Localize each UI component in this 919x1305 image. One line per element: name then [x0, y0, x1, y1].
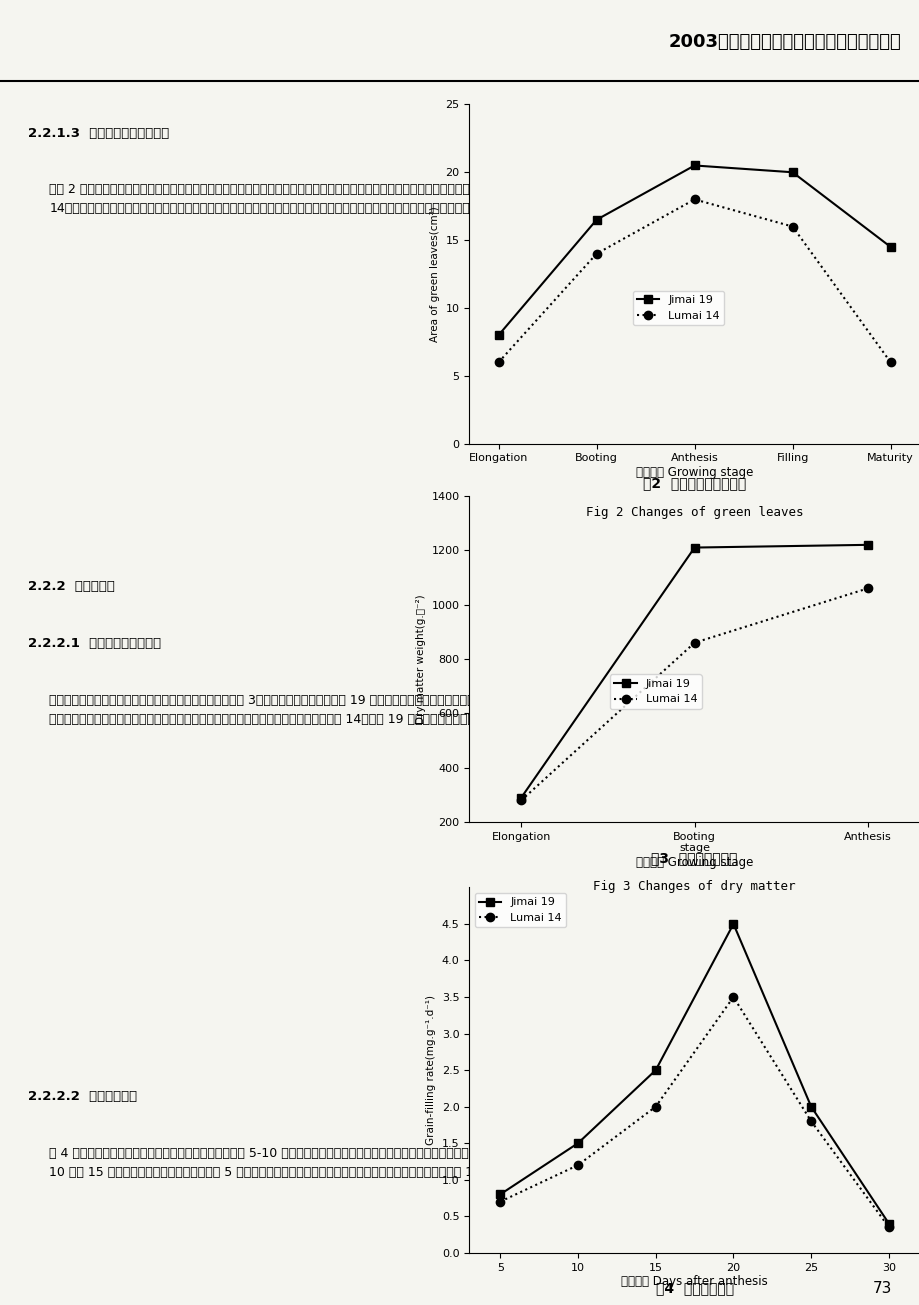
X-axis label: 花后天数 Days after anthesis: 花后天数 Days after anthesis	[620, 1275, 767, 1288]
Lumai 14	[882, 1219, 893, 1235]
Jimai 19	[494, 1186, 505, 1202]
Jimai 19	[882, 1216, 893, 1232]
Jimai 19	[516, 790, 527, 805]
Line: Lumai 14: Lumai 14	[494, 196, 894, 367]
Y-axis label: Area of green leaves(cm²): Area of green leaves(cm²)	[429, 206, 439, 342]
Text: 2.2.2.1  地上干物质积累动态: 2.2.2.1 地上干物质积累动态	[28, 637, 161, 650]
X-axis label: 生育时期 Growing stage: 生育时期 Growing stage	[635, 856, 753, 869]
Line: Jimai 19: Jimai 19	[495, 920, 892, 1228]
Lumai 14	[516, 792, 527, 808]
Y-axis label: Grain-filling rate(mg.g⁻¹.d⁻¹): Grain-filling rate(mg.g⁻¹.d⁻¹)	[425, 996, 436, 1144]
Line: Lumai 14: Lumai 14	[495, 993, 892, 1232]
Text: 2.2.2  干物质积累: 2.2.2 干物质积累	[28, 581, 114, 594]
Lumai 14	[590, 245, 601, 261]
Lumai 14	[787, 219, 798, 235]
Lumai 14	[727, 989, 738, 1005]
Jimai 19	[493, 328, 504, 343]
Lumai 14	[493, 355, 504, 371]
Lumai 14	[650, 1099, 661, 1114]
Lumai 14	[572, 1158, 583, 1173]
Legend: Jimai 19, Lumai 14: Jimai 19, Lumai 14	[609, 675, 701, 709]
Jimai 19	[650, 1062, 661, 1078]
Jimai 19	[884, 239, 895, 254]
Lumai 14	[805, 1113, 816, 1129]
Jimai 19	[787, 164, 798, 180]
X-axis label: 生育时期 Growing stage: 生育时期 Growing stage	[635, 466, 753, 479]
Y-axis label: Dry matter weight(g.㎡⁻²): Dry matter weight(g.㎡⁻²)	[415, 594, 425, 724]
Lumai 14	[688, 634, 699, 650]
Legend: Jimai 19, Lumai 14: Jimai 19, Lumai 14	[474, 893, 566, 928]
Jimai 19	[727, 916, 738, 932]
Jimai 19	[688, 540, 699, 556]
Jimai 19	[805, 1099, 816, 1114]
Lumai 14	[494, 1194, 505, 1210]
Text: 图2  群体绿叶面积的变化: 图2 群体绿叶面积的变化	[642, 476, 745, 491]
Lumai 14	[688, 192, 699, 207]
Text: Fig 3 Changes of dry matter: Fig 3 Changes of dry matter	[593, 880, 795, 893]
Text: 2003年全国作物遗传育种学术研讨会论文集: 2003年全国作物遗传育种学术研讨会论文集	[668, 34, 901, 51]
Text: 2.2.1.3  群体绿叶面积发展动态: 2.2.1.3 群体绿叶面积发展动态	[28, 127, 169, 140]
Text: 73: 73	[872, 1282, 891, 1296]
Legend: Jimai 19, Lumai 14: Jimai 19, Lumai 14	[632, 291, 723, 325]
Line: Jimai 19: Jimai 19	[516, 540, 871, 801]
Lumai 14	[884, 355, 895, 371]
Text: 图 4 表明两品种的籽粒灌浆速率基本呈正态分布，开花后 5-10 天籽粒灌浆速率较低，属籽粒形成阶段，之后，灌浆速率急剧上升，花后 20 天籽粒灌浆速率达高峰，: 图 4 表明两品种的籽粒灌浆速率基本呈正态分布，开花后 5-10 天籽粒灌浆速率…	[50, 1147, 908, 1180]
Text: Fig 2 Changes of green leaves: Fig 2 Changes of green leaves	[585, 506, 802, 519]
Lumai 14	[861, 581, 872, 596]
Jimai 19	[688, 158, 699, 174]
Text: 对拔节至开花期单位面积干物质积累动态变化进行分析（图 3）看出，拔节至挑旗期济麦 19 单位面积干物质积累量急剧增加，面对照鲁发 14 相对较慢。至挑旗期两品种: 对拔节至开花期单位面积干物质积累动态变化进行分析（图 3）看出，拔节至挑旗期济麦…	[50, 694, 905, 726]
Jimai 19	[572, 1135, 583, 1151]
Jimai 19	[861, 536, 872, 552]
Text: 由图 2 可以看山，拔节后群体绿叶叶面积的变化是先上升，到挑旗期至开花期达最大，成熟期开始下降。不同粒叶比群体的绿叶面积变化动态不同。济麦 19 的绿叶面积在整: 由图 2 可以看山，拔节后群体绿叶叶面积的变化是先上升，到挑旗期至开花期达最大，…	[50, 184, 859, 215]
Text: 图3  干物质积累动态: 图3 干物质积累动态	[651, 851, 737, 865]
Text: 2.2.2.2  籽粒灌浆动态: 2.2.2.2 籽粒灌浆动态	[28, 1091, 137, 1104]
Line: Jimai 19: Jimai 19	[494, 162, 894, 339]
Line: Lumai 14: Lumai 14	[516, 585, 871, 805]
Jimai 19	[590, 211, 601, 227]
Text: 图4  籽粒灌浆动态: 图4 籽粒灌浆动态	[655, 1282, 732, 1296]
